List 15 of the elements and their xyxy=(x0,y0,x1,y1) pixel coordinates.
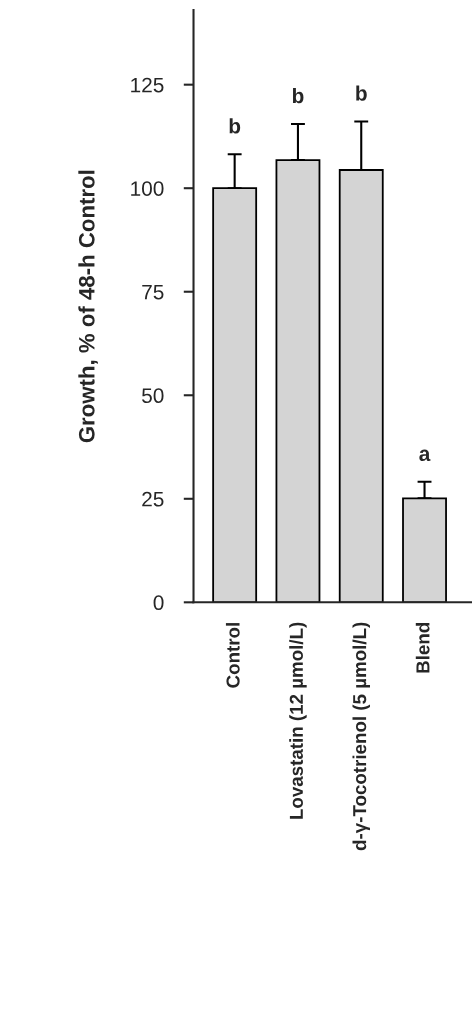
annotation: b xyxy=(292,87,304,104)
x-tick-label: Control xyxy=(225,623,240,688)
y-tick-label: 25 xyxy=(142,491,164,507)
y-tick-label: 0 xyxy=(153,595,164,611)
annotation: b xyxy=(229,118,241,134)
x-tick-label: Lovastatin (12 µmol/L) xyxy=(289,622,307,819)
y-tick-label: 100 xyxy=(131,181,164,196)
x-tick-label: Blend xyxy=(415,622,430,673)
x-tick-label: d-γ-Tocotrienol (5 µmol/L) xyxy=(352,622,370,851)
y-tick-label: 125 xyxy=(131,77,164,93)
annotation: a xyxy=(419,449,431,462)
y-tick-label: 50 xyxy=(142,388,164,404)
y-axis-title: Growth, % of 48-h Control xyxy=(78,170,98,443)
y-tick-label: 75 xyxy=(142,284,164,300)
annotation: b xyxy=(356,85,367,101)
